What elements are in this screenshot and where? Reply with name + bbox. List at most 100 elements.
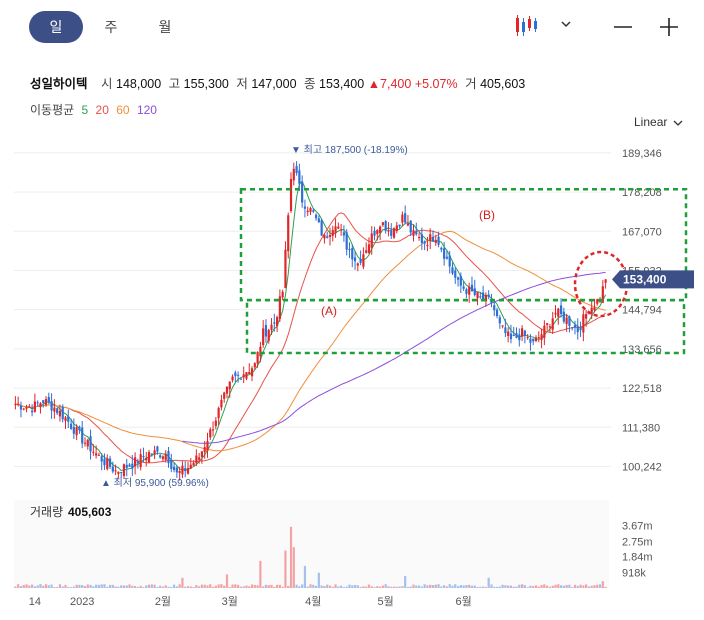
candle-body — [309, 208, 312, 212]
ma-5[interactable]: 5 — [81, 103, 89, 117]
volume-bar — [587, 586, 591, 588]
date-tick-label: 2월 — [155, 595, 171, 608]
candle-body — [72, 426, 75, 434]
volume-bar — [203, 584, 206, 588]
candle-body — [451, 267, 454, 274]
candlestick-icon[interactable] — [514, 14, 538, 43]
candle-body — [559, 305, 563, 315]
volume-bar — [493, 586, 496, 588]
volume-bar — [223, 585, 226, 588]
candle-body — [231, 376, 234, 381]
volume-bar — [47, 585, 50, 588]
tab-weekly[interactable]: 주 — [104, 19, 118, 35]
candle-body — [426, 245, 429, 247]
candle-body — [384, 221, 387, 231]
candle-body — [512, 334, 515, 336]
volume-bar — [108, 584, 112, 588]
minus-icon[interactable] — [612, 16, 634, 43]
volume-tick-label: 3.67m — [622, 521, 653, 533]
volume-bar — [250, 584, 254, 588]
volume-title-value: 405,603 — [68, 505, 112, 519]
candle-body — [495, 309, 499, 317]
candle-body — [417, 236, 421, 238]
volume-bar — [379, 586, 382, 588]
volume-bar — [501, 584, 504, 588]
volume-bar — [237, 584, 240, 588]
scale-dropdown[interactable]: Linear — [634, 115, 683, 129]
scale-label: Linear — [634, 115, 668, 129]
chevron-down-icon[interactable] — [560, 17, 572, 35]
candle-body — [456, 277, 460, 280]
volume-bar — [557, 584, 560, 588]
volume-bar — [56, 587, 59, 588]
candle-body — [273, 322, 276, 324]
candle-body — [340, 229, 343, 231]
candle-body — [22, 408, 25, 410]
candle-body — [515, 333, 518, 338]
volume-bar — [139, 585, 142, 588]
candle-body — [590, 307, 593, 314]
volume-bar — [198, 586, 201, 588]
candle-body — [125, 464, 128, 468]
candle-body — [122, 464, 126, 476]
volume-bar — [164, 585, 167, 588]
candle-body — [44, 399, 48, 405]
candle-body — [437, 236, 440, 245]
candle-body — [97, 454, 101, 456]
plus-icon[interactable] — [658, 16, 680, 43]
candle-body — [459, 276, 462, 286]
ma-60[interactable]: 60 — [116, 103, 130, 117]
current-price-label: 153,400 — [623, 272, 667, 286]
volume-bar — [36, 585, 39, 588]
candle-body — [47, 397, 50, 403]
candle-body — [89, 436, 92, 452]
candle-body — [412, 230, 415, 236]
candle-body — [292, 168, 295, 181]
candle-body — [420, 234, 423, 243]
candle-body — [136, 461, 139, 464]
candle-body — [415, 230, 418, 235]
volume-bar — [604, 586, 607, 588]
volume-bar — [473, 585, 476, 588]
close-label: 종 — [304, 77, 316, 91]
price-tick-label: 122,518 — [622, 383, 662, 395]
candle-body — [53, 407, 56, 412]
price-tick-label: 167,070 — [622, 226, 662, 238]
candle-body — [579, 328, 582, 331]
candle-body — [203, 447, 206, 452]
candle-body — [546, 323, 549, 325]
volume-bar — [312, 584, 315, 588]
candle-body — [214, 420, 217, 427]
candle-body — [362, 254, 365, 267]
candle-body — [604, 279, 607, 283]
ma-20[interactable]: 20 — [95, 103, 109, 117]
volume-bar — [220, 584, 223, 588]
volume-bar — [281, 586, 284, 588]
volume-bar — [546, 585, 549, 588]
volume-bar — [426, 585, 429, 588]
candle-body — [217, 408, 220, 419]
candle-body — [571, 327, 574, 329]
volume-bar — [554, 584, 557, 588]
candle-body — [270, 324, 273, 330]
tab-daily[interactable]: 일 — [29, 11, 83, 43]
tab-monthly[interactable]: 월 — [158, 19, 172, 35]
volume-bar — [423, 584, 426, 588]
ma-120[interactable]: 120 — [136, 103, 157, 117]
date-tick-label: 6월 — [455, 595, 471, 608]
volume-bar — [381, 585, 384, 588]
volume-bar — [178, 584, 181, 588]
volume-bar — [61, 586, 64, 588]
volume-bar — [22, 584, 25, 588]
candle-body — [370, 233, 373, 248]
candle-body — [601, 286, 604, 303]
volume-bar — [532, 586, 535, 588]
volume-bar — [100, 584, 103, 588]
candle-body — [482, 292, 485, 300]
volume-tick-label: 918k — [622, 567, 646, 579]
volume-bar — [295, 584, 298, 588]
volume-bar — [454, 584, 457, 588]
candle-body — [543, 325, 546, 338]
volume-bar — [289, 526, 293, 588]
